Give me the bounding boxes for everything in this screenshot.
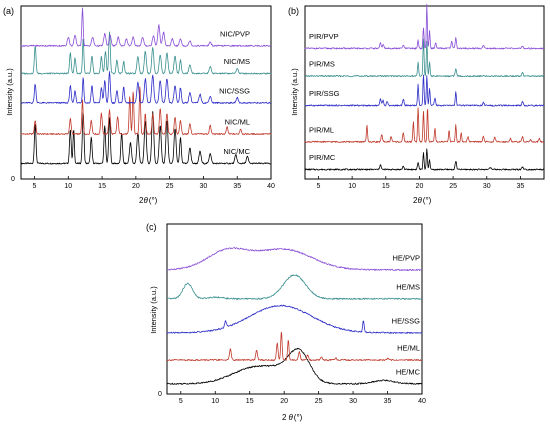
trace-nic-ml [20,86,272,136]
panel-c-xtick-label-30: 30 [349,398,357,405]
panel-a-ylabel: Intensity (a.u.) [5,68,14,116]
panel-b-xtick-label-30: 30 [483,183,491,190]
panel-c-xlabel-theta: θ [288,413,293,422]
panel-c-label: (c) [146,222,157,232]
panel-c-traces: HE/MC HE/ML HE/SSG HE/MS HE/PVP [166,247,423,385]
panel-b-ylabel: Intensity (a.u.) [290,68,299,116]
series-label-pir-ms: PIR/MS [309,60,335,69]
panel-a-xlabel-unit: (°) [149,196,158,205]
panel-c-xtick-label-10: 10 [211,398,219,405]
panel-b-frame [304,5,545,180]
panel-a: (a) Intensity (a.u.) 0 2θ(°) 5 10 15 20 25 30… [3,5,275,205]
panel-c-xlabel-main: 2 [282,413,287,422]
trace-he-ml [166,331,423,362]
panel-a-xtick-label-25: 25 [166,183,174,190]
series-label-he-ml: HE/ML [397,344,420,353]
panel-c-xlabel: 2 θ(°) [282,413,303,422]
panel-a-xtick-label-20: 20 [132,183,140,190]
panel-a-xtick-label-15: 15 [98,183,106,190]
panel-a-xlabel: 2θ(°) [139,196,158,205]
panel-b-label: (b) [288,6,299,16]
trace-he-ms [166,274,423,300]
panel-c: (c) Intensity (a.u.) 0 2 θ(°) 5 10 15 20 25 30… [146,222,426,422]
panel-b-xlabel-unit: (°) [423,196,432,205]
panel-c-xlabel-unit: (°) [294,413,303,422]
panel-c-xtick-label-25: 25 [315,398,323,405]
panel-a-label: (a) [3,6,14,16]
series-label-he-mc: HE/MC [396,367,421,376]
panel-c-ylabel: Intensity (a.u.) [149,286,158,334]
panel-c-xtick-label-20: 20 [280,398,288,405]
series-label-he-ssg: HE/SSG [392,316,421,325]
series-label-pir-ssg: PIR/SSG [309,89,340,98]
trace-nic-ms [20,31,272,75]
panel-b-traces: PIR/MC PIR/ML PIR/SSG PIR/MS PIR/PVP [304,3,545,171]
panel-a-xlabel-main: 2 [139,196,144,205]
panel-c-xtick-label-35: 35 [384,398,392,405]
panel-b-xtick-label-20: 20 [416,183,424,190]
trace-pir-ml [304,107,545,143]
trace-pir-pvp [304,3,545,50]
panel-c-ytick-0: 0 [158,391,162,398]
panel-b-xtick-label-25: 25 [449,183,457,190]
series-label-he-ms: HE/MS [396,282,420,291]
series-label-he-pvp: HE/PVP [392,254,420,263]
panel-a-xtick-label-30: 30 [200,183,208,190]
trace-he-mc [166,347,423,385]
panel-a-xtick-label-10: 10 [64,183,72,190]
panel-a-xtick-label-40: 40 [267,183,275,190]
series-label-pir-ml: PIR/ML [309,125,334,134]
series-label-nic-ms: NIC/MS [224,57,250,66]
series-label-nic-ssg: NIC/SSG [219,86,250,95]
series-label-pir-mc: PIR/MC [309,153,336,162]
panel-b-xlabel-theta: θ [417,196,422,205]
trace-nic-mc [20,111,272,165]
panel-b-xticks: 5 10 15 20 25 30 35 [317,176,525,190]
panel-b-xlabel: 2θ(°) [413,196,432,205]
panel-a-ytick-0: 0 [11,176,15,183]
panel-c-xtick-label-15: 15 [246,398,254,405]
panel-c-frame [166,223,423,395]
panel-c-xtick-label-5: 5 [179,398,183,405]
panel-a-xticks: 5 10 15 20 25 30 35 40 [33,176,275,190]
series-label-pir-pvp: PIR/PVP [309,32,339,41]
trace-nic-ssg [20,71,272,104]
series-label-nic-pvp: NIC/PVP [220,29,250,38]
trace-he-pvp [166,247,423,271]
panel-a-xtick-label-5: 5 [33,183,37,190]
panel-b-xlabel-main: 2 [413,196,418,205]
panel-b-xtick-label-35: 35 [517,183,525,190]
trace-pir-ssg [304,74,545,107]
trace-pir-ms [304,38,545,78]
panel-b-xtick-label-15: 15 [382,183,390,190]
series-label-nic-ml: NIC/ML [225,118,250,127]
trace-he-ssg [166,304,423,334]
panel-b: (b) Intensity (a.u.) 2θ(°) 5 10 15 20 25 30 35… [288,3,545,205]
panel-b-xtick-label-10: 10 [348,183,356,190]
panel-a-traces: NIC/MC NIC/ML NIC/SSG NIC/MS NIC/PVP [20,7,272,165]
panel-c-xtick-label-40: 40 [418,398,426,405]
trace-nic-pvp [20,7,272,47]
panel-b-xtick-label-5: 5 [317,183,321,190]
panel-a-frame [20,5,272,180]
panel-a-xlabel-theta: θ [143,196,148,205]
trace-pir-mc [304,148,545,171]
panel-c-xticks: 5 10 15 20 25 30 35 40 [179,391,426,405]
panel-a-xtick-label-35: 35 [233,183,241,190]
series-label-nic-mc: NIC/MC [223,147,250,156]
